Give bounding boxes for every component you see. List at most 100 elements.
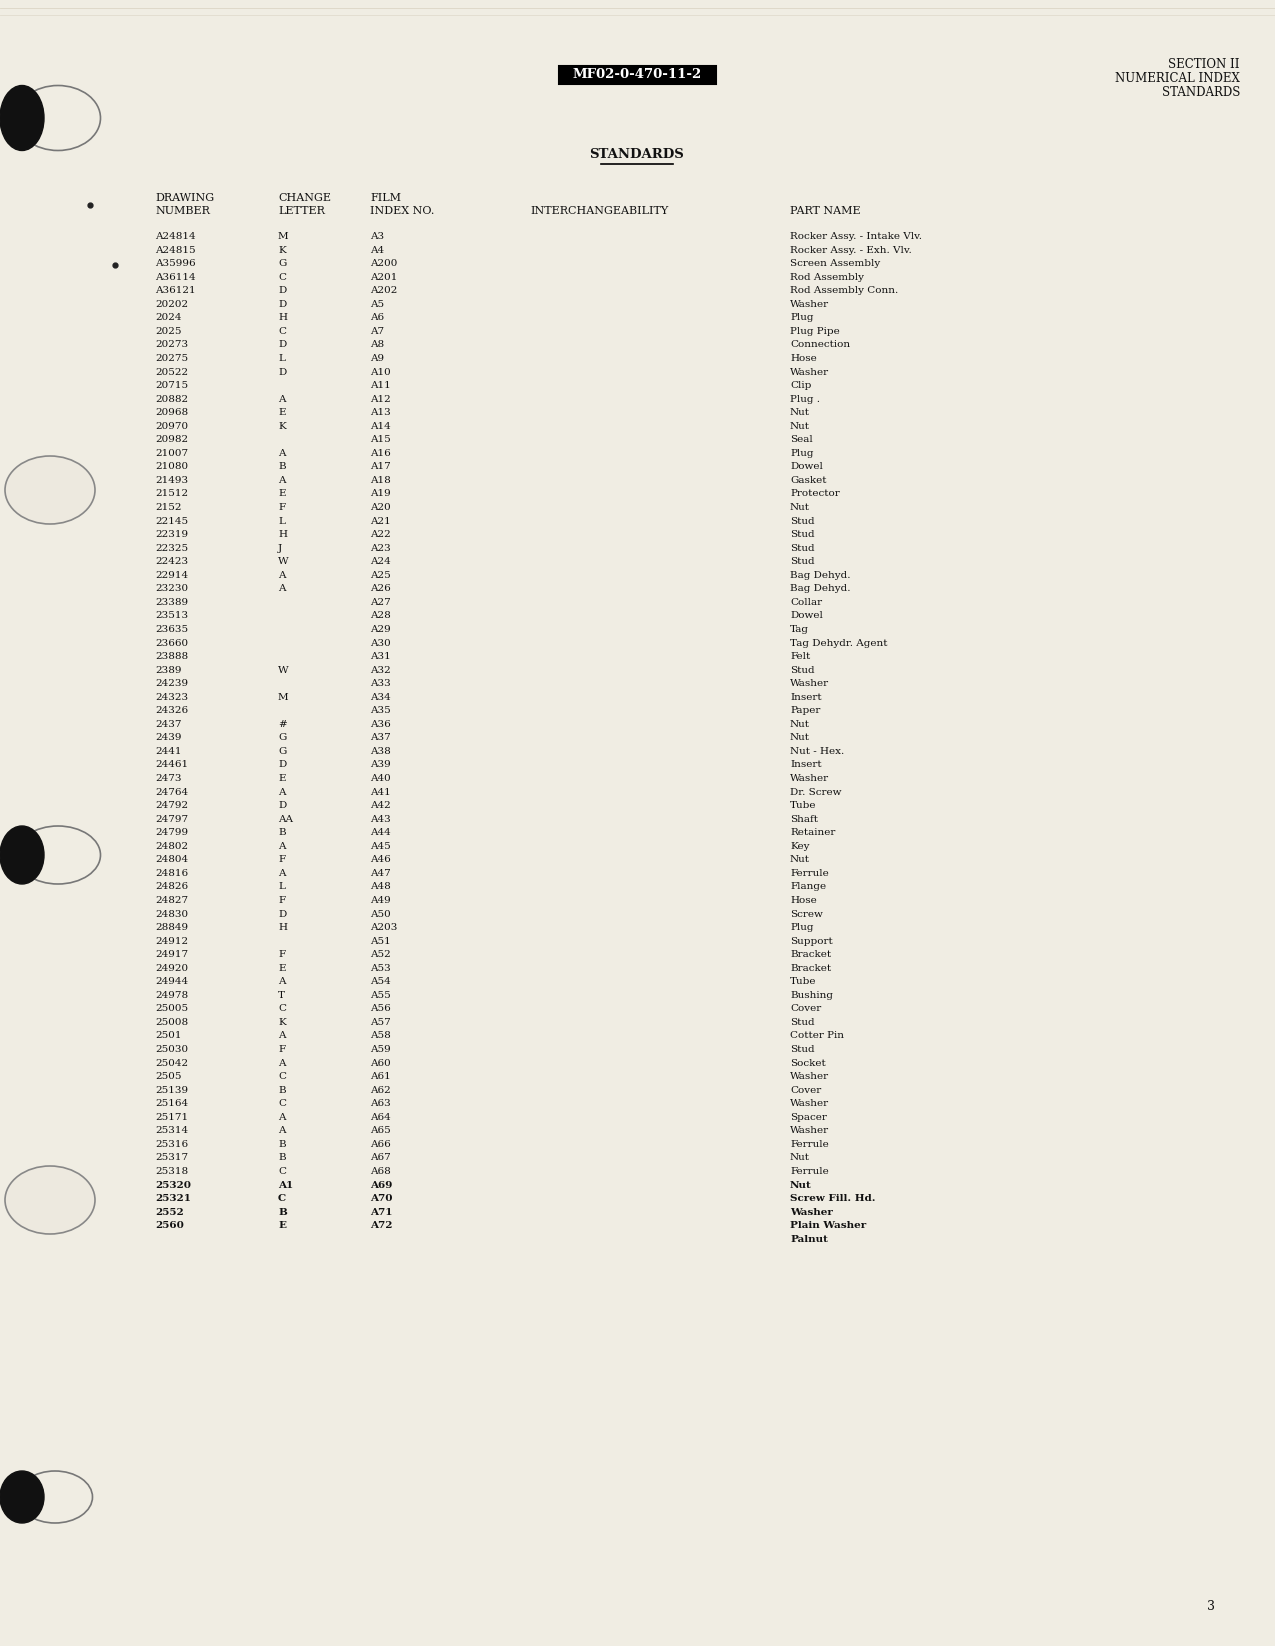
- Text: 21512: 21512: [156, 489, 189, 499]
- Text: 23660: 23660: [156, 639, 189, 647]
- Text: Dowel: Dowel: [790, 463, 822, 471]
- Text: Paper: Paper: [790, 706, 820, 716]
- Text: 20982: 20982: [156, 435, 189, 444]
- Text: 25030: 25030: [156, 1045, 189, 1053]
- Text: A: A: [278, 1058, 286, 1068]
- Text: A40: A40: [370, 774, 390, 783]
- Text: Plug Pipe: Plug Pipe: [790, 328, 840, 336]
- Text: 24804: 24804: [156, 856, 189, 864]
- Text: 25164: 25164: [156, 1100, 189, 1108]
- Text: 24799: 24799: [156, 828, 189, 838]
- Text: Tag: Tag: [790, 625, 810, 634]
- Text: 2439: 2439: [156, 734, 181, 742]
- Text: A201: A201: [370, 273, 398, 281]
- Text: Retainer: Retainer: [790, 828, 835, 838]
- Text: D: D: [278, 286, 287, 295]
- Text: A: A: [278, 841, 286, 851]
- Text: 2389: 2389: [156, 665, 181, 675]
- Text: INTERCHANGEABILITY: INTERCHANGEABILITY: [530, 206, 668, 216]
- Text: 24792: 24792: [156, 802, 189, 810]
- Text: A34: A34: [370, 693, 390, 701]
- Text: 23513: 23513: [156, 611, 189, 621]
- Text: A18: A18: [370, 476, 390, 486]
- Text: F: F: [278, 856, 286, 864]
- Text: 25317: 25317: [156, 1154, 189, 1162]
- Text: 22325: 22325: [156, 543, 189, 553]
- Text: A24815: A24815: [156, 245, 195, 255]
- Text: A23: A23: [370, 543, 390, 553]
- Text: A: A: [278, 1113, 286, 1123]
- Text: Bracket: Bracket: [790, 950, 831, 960]
- Text: Rocker Assy. - Intake Vlv.: Rocker Assy. - Intake Vlv.: [790, 232, 922, 240]
- Text: 25320: 25320: [156, 1180, 191, 1190]
- Text: 24323: 24323: [156, 693, 189, 701]
- Text: NUMERICAL INDEX: NUMERICAL INDEX: [1116, 72, 1241, 86]
- Text: Cover: Cover: [790, 1086, 821, 1095]
- Text: 24830: 24830: [156, 910, 189, 918]
- Text: Rod Assembly Conn.: Rod Assembly Conn.: [790, 286, 899, 295]
- Text: D: D: [278, 760, 287, 769]
- Text: Rod Assembly: Rod Assembly: [790, 273, 864, 281]
- Text: A26: A26: [370, 584, 390, 593]
- Text: Insert: Insert: [790, 760, 821, 769]
- Text: 2441: 2441: [156, 747, 181, 756]
- Text: 28849: 28849: [156, 923, 189, 932]
- Text: Washer: Washer: [790, 1208, 833, 1216]
- Text: 24944: 24944: [156, 978, 189, 986]
- Text: A48: A48: [370, 882, 390, 892]
- Text: A70: A70: [370, 1193, 393, 1203]
- Text: A31: A31: [370, 652, 390, 662]
- Text: 25314: 25314: [156, 1126, 189, 1136]
- Text: E: E: [278, 489, 286, 499]
- Text: #: #: [278, 719, 287, 729]
- Text: Stud: Stud: [790, 558, 815, 566]
- Text: 24917: 24917: [156, 950, 189, 960]
- Text: Nut: Nut: [790, 856, 810, 864]
- Text: MF02-0-470-11-2: MF02-0-470-11-2: [572, 67, 701, 81]
- Text: A5: A5: [370, 300, 384, 309]
- Text: A29: A29: [370, 625, 390, 634]
- Text: W: W: [278, 558, 288, 566]
- Text: 24797: 24797: [156, 815, 189, 823]
- Text: Stud: Stud: [790, 517, 815, 525]
- Text: Flange: Flange: [790, 882, 826, 892]
- Text: 2152: 2152: [156, 504, 181, 512]
- Text: B: B: [278, 828, 286, 838]
- Text: A42: A42: [370, 802, 390, 810]
- Text: A67: A67: [370, 1154, 390, 1162]
- Text: Gasket: Gasket: [790, 476, 826, 486]
- Text: 20968: 20968: [156, 408, 189, 416]
- Text: M: M: [278, 232, 288, 240]
- Text: C: C: [278, 1072, 286, 1081]
- Text: E: E: [278, 1221, 286, 1230]
- Text: A65: A65: [370, 1126, 390, 1136]
- Text: Washer: Washer: [790, 367, 829, 377]
- Text: C: C: [278, 1004, 286, 1014]
- Text: A14: A14: [370, 421, 390, 431]
- Text: G: G: [278, 747, 287, 756]
- Text: C: C: [278, 1100, 286, 1108]
- Text: A57: A57: [370, 1017, 390, 1027]
- Text: Bracket: Bracket: [790, 963, 831, 973]
- Text: A62: A62: [370, 1086, 390, 1095]
- Text: Washer: Washer: [790, 1126, 829, 1136]
- Text: D: D: [278, 341, 287, 349]
- Text: STANDARDS: STANDARDS: [589, 148, 685, 161]
- Text: 20882: 20882: [156, 395, 189, 403]
- Text: C: C: [278, 1193, 286, 1203]
- Text: 22423: 22423: [156, 558, 189, 566]
- Text: A32: A32: [370, 665, 390, 675]
- Text: Stud: Stud: [790, 530, 815, 540]
- Text: A19: A19: [370, 489, 390, 499]
- Text: Nut: Nut: [790, 719, 810, 729]
- Text: A10: A10: [370, 367, 390, 377]
- Text: 21493: 21493: [156, 476, 189, 486]
- Text: A49: A49: [370, 895, 390, 905]
- Text: 20715: 20715: [156, 382, 189, 390]
- Text: G: G: [278, 258, 287, 268]
- Text: A66: A66: [370, 1139, 390, 1149]
- Text: Nut: Nut: [790, 1180, 812, 1190]
- Text: PART NAME: PART NAME: [790, 206, 861, 216]
- Text: Washer: Washer: [790, 774, 829, 783]
- Text: A: A: [278, 1126, 286, 1136]
